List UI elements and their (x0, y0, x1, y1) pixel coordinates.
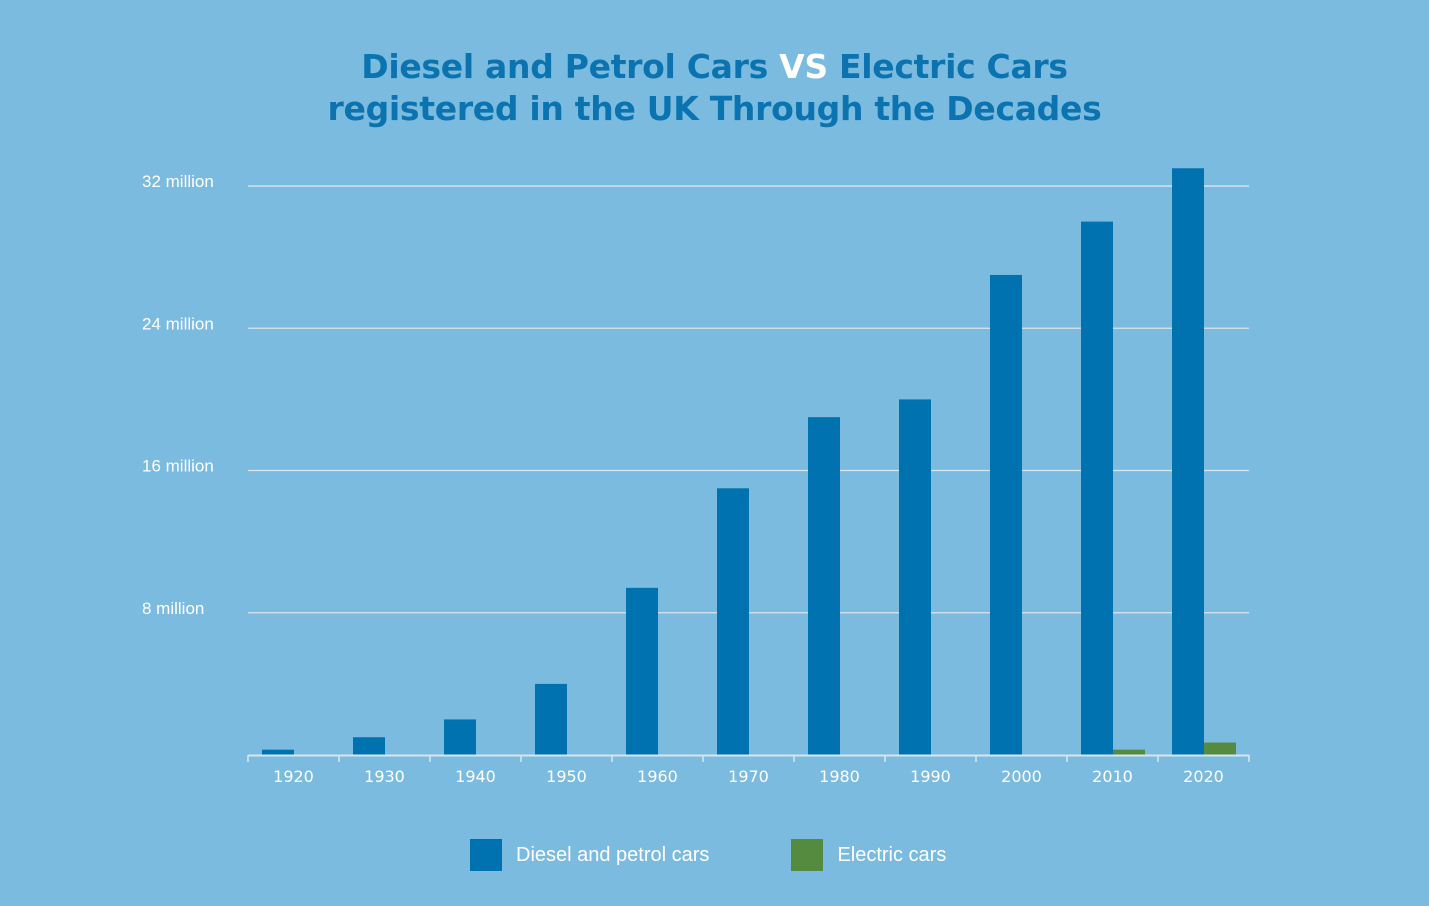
legend-label-diesel: Diesel and petrol cars (516, 843, 710, 866)
legend: Diesel and petrol cars Electric cars (470, 838, 1028, 872)
chart-title: Diesel and Petrol Cars VS Electric Cars … (0, 46, 1429, 130)
bar-diesel-1940 (444, 719, 476, 755)
x-tick-label-1960: 1960 (637, 767, 678, 786)
bar-electric-2010 (1113, 749, 1145, 755)
title-line-1: Diesel and Petrol Cars VS Electric Cars (0, 46, 1429, 88)
x-tick-label-1990: 1990 (910, 767, 951, 786)
legend-swatch-electric (791, 839, 824, 871)
bar-diesel-2000 (990, 274, 1022, 755)
x-tick-label-1970: 1970 (728, 767, 769, 786)
x-tick-label-2000: 2000 (1001, 767, 1042, 786)
bar-diesel-1930 (353, 737, 385, 755)
bar-diesel-1920 (262, 749, 294, 755)
bar-diesel-2010 (1081, 221, 1113, 756)
bar-diesel-1960 (626, 587, 658, 755)
bar-diesel-1950 (535, 683, 567, 755)
x-tick-label-1980: 1980 (819, 767, 860, 786)
bar-diesel-1970 (717, 488, 749, 755)
x-tick-label-2020: 2020 (1183, 767, 1224, 786)
legend-label-electric: Electric cars (837, 843, 947, 866)
bar-diesel-2020 (1172, 168, 1204, 755)
legend-item-electric: Electric cars (791, 839, 946, 871)
title-part-2: Electric Cars (827, 47, 1068, 86)
bar-electric-2020 (1204, 742, 1236, 755)
x-tick-label-1940: 1940 (455, 767, 496, 786)
y-tick-label: 8 million (142, 599, 204, 618)
y-tick-label: 16 million (142, 457, 214, 476)
bar-diesel-1990 (899, 399, 931, 755)
title-part-1: Diesel and Petrol Cars (361, 47, 780, 86)
y-tick-label: 24 million (142, 314, 214, 333)
x-tick-label-1920: 1920 (273, 767, 314, 786)
title-vs: VS (779, 47, 828, 86)
legend-item-diesel: Diesel and petrol cars (470, 839, 709, 871)
y-axis-labels: 8 million 16 million 24 million 32 million (142, 172, 214, 618)
bars (262, 168, 1236, 756)
x-axis: 1920 1930 1940 1950 1960 1970 1980 1990 2000 2010… (247, 754, 1250, 786)
x-tick-label-1930: 1930 (364, 767, 405, 786)
bar-diesel-1980 (808, 417, 840, 755)
x-tick-label-1950: 1950 (546, 767, 587, 786)
x-tick-label-2010: 2010 (1092, 767, 1133, 786)
y-tick-label: 32 million (142, 172, 214, 191)
legend-swatch-diesel (470, 839, 502, 871)
title-line-2: registered in the UK Through the Decades (327, 89, 1102, 128)
